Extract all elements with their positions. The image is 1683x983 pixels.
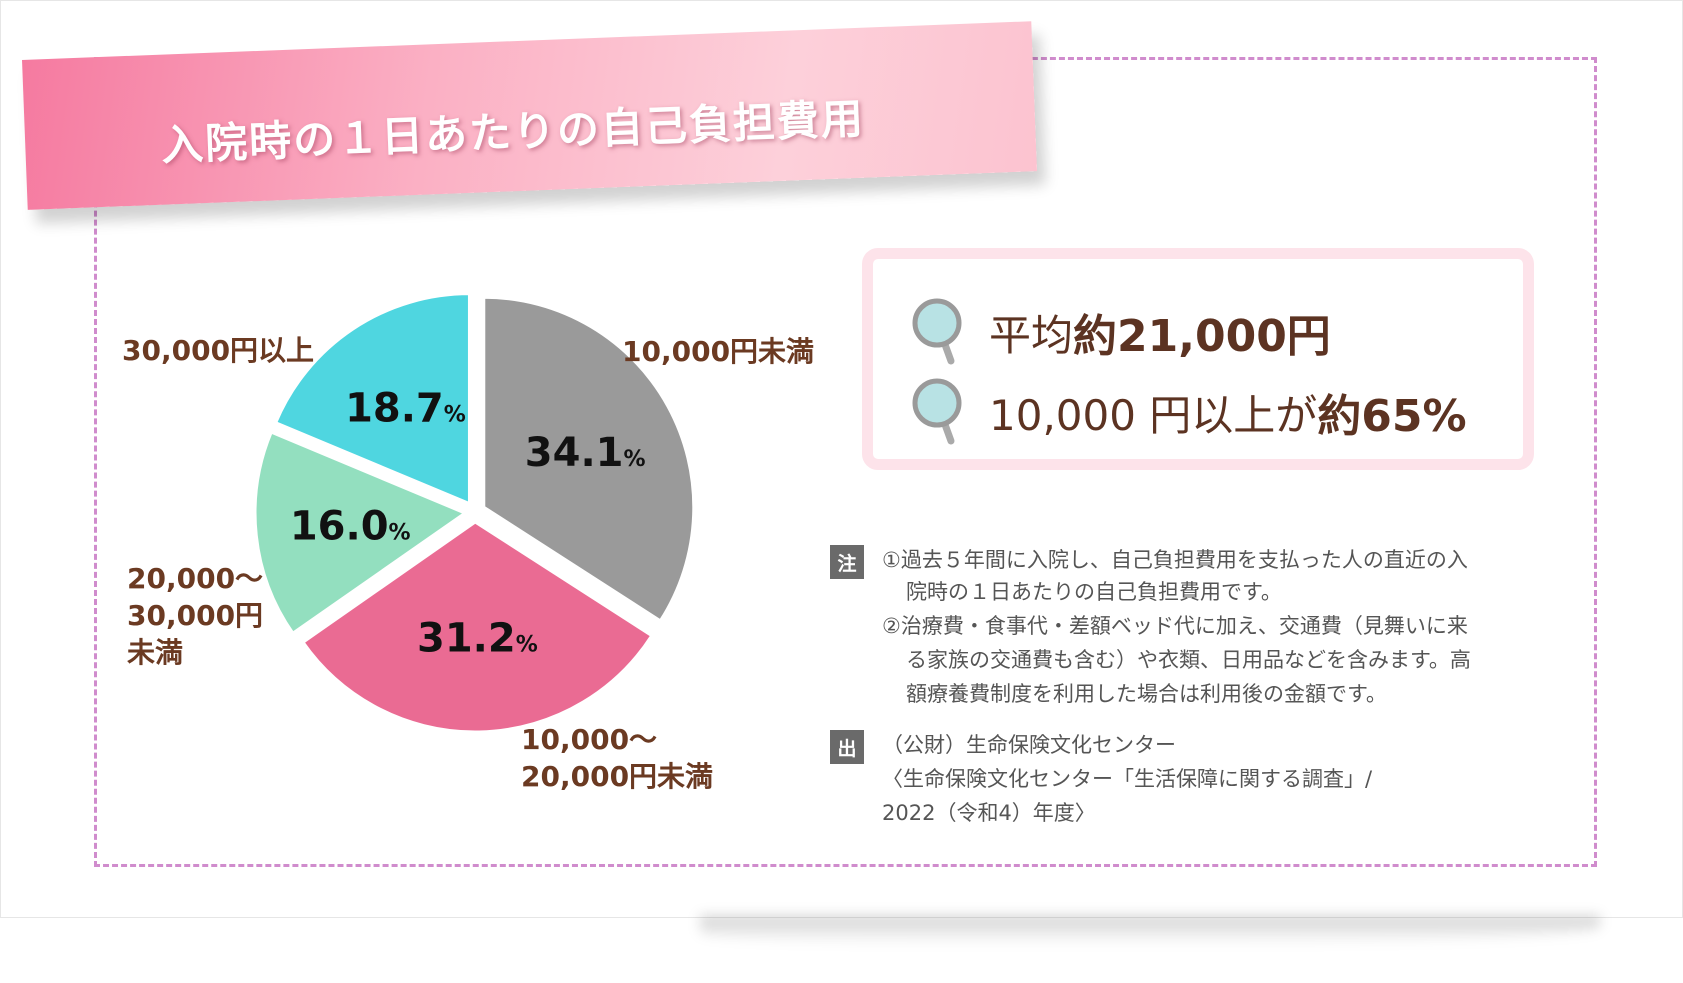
pie-percent-label: 16.0% [290, 503, 411, 549]
magnifier-icon [912, 378, 962, 445]
share-value: 約65% [1317, 391, 1467, 442]
category-label-under-10000: 10,000円未満 [622, 333, 814, 370]
share-label: 10,000 円以上が [989, 390, 1318, 440]
average-label: 平均 [989, 310, 1074, 360]
pie-slice-20000-30000 [253, 430, 469, 636]
category-label-line: 30,000円 [127, 599, 264, 632]
pie-slice-under-10000 [482, 295, 696, 623]
summary-box: 平均 約21,000円 10,000 円以上が 約65% [862, 248, 1534, 470]
pie-slice-over-30000 [273, 292, 471, 506]
category-label-over-30000: 30,000円以上 [122, 332, 314, 369]
note-line: ①過去５年間に入院し、自己負担費用を支払った人の直近の入 [882, 548, 1468, 572]
note-tag: 注 [830, 545, 864, 579]
pie-percent-label: 31.2% [417, 615, 538, 661]
average-value: 約21,000円 [1073, 311, 1331, 362]
category-label-10000-20000: 10,000～ 20,000円未満 [521, 721, 713, 795]
source-line: （公財）生命保険文化センター [882, 733, 1176, 757]
average-row: 平均 約21,000円 [911, 297, 1331, 367]
pie-percent-label: 18.7% [345, 386, 466, 432]
note-line: 院時の１日あたりの自己負担費用です。 [906, 580, 1282, 604]
category-label-line: 10,000～ [521, 723, 658, 756]
pie-slice-10000-20000 [300, 520, 654, 734]
magnifier-icon [912, 298, 962, 365]
note-line: 額療養費制度を利用した場合は利用後の金額です。 [906, 682, 1387, 706]
pie-percent-label: 34.1% [525, 430, 646, 476]
category-label-line: 30,000円以上 [122, 334, 315, 367]
category-label-line: 20,000円未満 [521, 760, 714, 793]
source-line: 2022（令和4）年度〉 [882, 801, 1096, 825]
note-line: る家族の交通費も含む）や衣類、日用品などを含みます。高 [906, 648, 1471, 672]
category-label-line: 20,000～ [127, 562, 264, 595]
source-line: 〈生命保険文化センター「生活保障に関する調査」/ [882, 767, 1373, 791]
category-label-20000-30000: 20,000～ 30,000円 未満 [127, 560, 263, 671]
note-line: ②治療費・食事代・差額ベッド代に加え、交通費（見舞いに来 [882, 614, 1468, 638]
category-label-line: 10,000円未満 [622, 335, 815, 368]
category-label-line: 未満 [127, 636, 184, 669]
source-tag: 出 [830, 730, 864, 764]
share-row: 10,000 円以上が 約65% [911, 377, 1467, 447]
